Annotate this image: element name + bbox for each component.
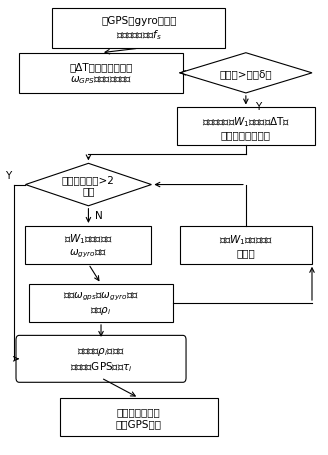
Text: 峰峰值>阈值δ？: 峰峰值>阈值δ？ bbox=[219, 69, 272, 79]
Text: 窗口滑动距离>2
秒？: 窗口滑动距离>2 秒？ bbox=[62, 174, 115, 196]
FancyBboxPatch shape bbox=[180, 227, 312, 264]
Text: 计算$\omega_{gps}$和$\omega_{gyro}$的相
关度$\rho_i$: 计算$\omega_{gps}$和$\omega_{gyro}$的相 关度$\r… bbox=[63, 290, 139, 316]
Text: 以$W_1$为窗口，取
$\omega_{gyro}$数据: 以$W_1$为窗口，取 $\omega_{gyro}$数据 bbox=[64, 231, 113, 259]
FancyBboxPatch shape bbox=[52, 9, 225, 49]
Text: 窗口$W_1$向前滑动一
个步长: 窗口$W_1$向前滑动一 个步长 bbox=[219, 233, 273, 258]
Text: N: N bbox=[95, 211, 102, 221]
Text: 以ΔT为窗长，取最新
$\omega_{GPS}$数据，计算方差: 以ΔT为窗长，取最新 $\omega_{GPS}$数据，计算方差 bbox=[69, 62, 133, 86]
FancyBboxPatch shape bbox=[26, 227, 152, 264]
Text: 设定滑动窗口$W_1$，窗长为ΔT，
起始点为当前时刻: 设定滑动窗口$W_1$，窗长为ΔT， 起始点为当前时刻 bbox=[202, 115, 290, 140]
Text: Y: Y bbox=[5, 171, 11, 181]
FancyBboxPatch shape bbox=[60, 398, 217, 436]
Text: 将GPS和gyro数据调
整为相同采样率$f_s$: 将GPS和gyro数据调 整为相同采样率$f_s$ bbox=[101, 16, 176, 42]
FancyBboxPatch shape bbox=[176, 108, 315, 146]
FancyBboxPatch shape bbox=[16, 336, 186, 383]
Text: 统计得到平均值
作为GPS延时: 统计得到平均值 作为GPS延时 bbox=[116, 406, 162, 428]
Text: Y: Y bbox=[255, 102, 261, 112]
Text: 取相关度$\rho_i$最大值
及相应的GPS延时$\tau_i$: 取相关度$\rho_i$最大值 及相应的GPS延时$\tau_i$ bbox=[70, 345, 132, 373]
Polygon shape bbox=[26, 164, 152, 206]
FancyBboxPatch shape bbox=[19, 54, 183, 94]
Polygon shape bbox=[180, 54, 312, 94]
FancyBboxPatch shape bbox=[29, 284, 174, 322]
